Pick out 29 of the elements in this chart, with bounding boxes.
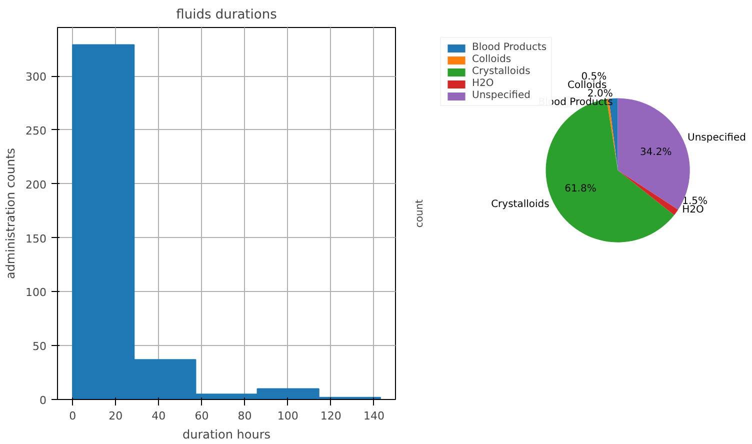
y-tick-label: 50 (32, 340, 47, 354)
legend-label: Unspecified (472, 90, 530, 101)
x-tick-label: 0 (69, 410, 76, 422)
slice-label: Unspecified (688, 132, 746, 144)
x-tick-label: 100 (277, 410, 298, 422)
legend-label: Crystalloids (472, 66, 530, 77)
legend-label: H2O (472, 78, 494, 89)
legend-label: Blood Products (472, 42, 547, 53)
x-tick-label: 120 (320, 410, 342, 422)
y-tick-label: 300 (26, 70, 47, 84)
legend-label: Colloids (472, 54, 512, 65)
y-tick-label: 150 (26, 232, 47, 246)
x-tick-label: 20 (108, 410, 123, 422)
data-label: 34.2% (640, 147, 672, 158)
x-tick-label: 140 (363, 410, 384, 422)
x-tick-label: 80 (238, 410, 252, 422)
y-tick-label: 100 (26, 286, 47, 300)
x-tick-label: 40 (152, 410, 166, 422)
x-axis-title: duration hours (182, 428, 271, 442)
y-axis-title: administration counts (4, 148, 18, 280)
slice-label: Crystalloids (491, 198, 550, 210)
chart-title: fluids durations (176, 8, 278, 22)
y-tick-label: 250 (26, 124, 47, 138)
y-tick-label: 0 (40, 394, 46, 407)
text: count (414, 199, 426, 228)
y-tick-label: 200 (26, 178, 47, 192)
slice-label: H2O (682, 204, 704, 216)
x-tick-label: 60 (194, 410, 209, 422)
data-label: 61.8% (564, 183, 596, 194)
